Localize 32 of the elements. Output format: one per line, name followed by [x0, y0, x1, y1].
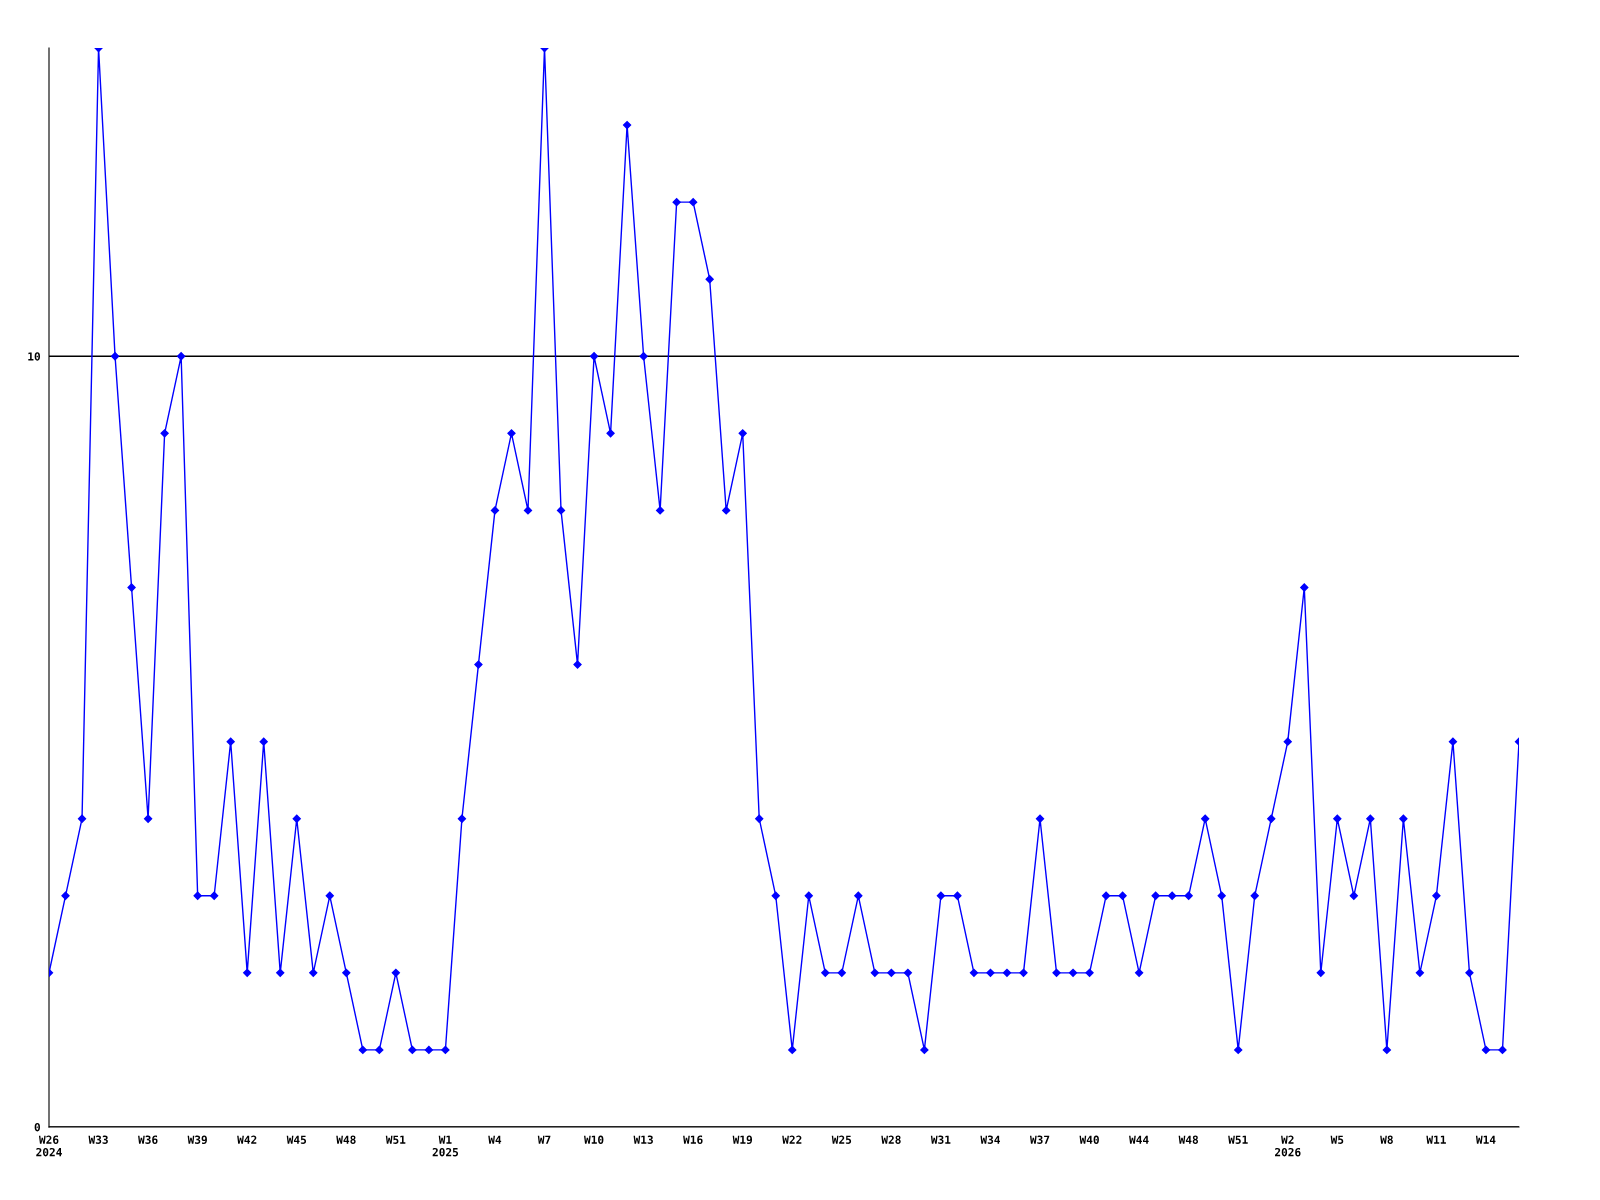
- x-tick-label: W19: [732, 1135, 753, 1144]
- x-tick-label: W42: [237, 1135, 257, 1144]
- x-tick-label: W48: [1178, 1135, 1198, 1144]
- x-tick-label: W51: [385, 1135, 406, 1144]
- x-tick-label: W36: [138, 1135, 158, 1144]
- x-tick-label: W4: [488, 1135, 502, 1144]
- x-tick-label: W2 2026: [1275, 1135, 1301, 1157]
- x-tick-label: W39: [187, 1135, 207, 1144]
- x-tick-label: W33: [88, 1135, 108, 1144]
- x-tick-label: W14: [1475, 1135, 1496, 1144]
- x-tick-label: W7: [537, 1135, 551, 1144]
- y-tick-label: 0: [34, 1122, 40, 1132]
- x-tick-label: W25: [831, 1135, 852, 1144]
- x-tick-label: W40: [1079, 1135, 1099, 1144]
- x-tick-label: W1 2025: [432, 1135, 459, 1157]
- x-tick-label: W22: [782, 1135, 802, 1144]
- x-tick-label: W31: [930, 1135, 951, 1144]
- x-tick-label: W26 2024: [36, 1135, 62, 1157]
- x-tick-label: W48: [336, 1135, 356, 1144]
- x-tick-label: W51: [1228, 1135, 1248, 1144]
- x-tick-label: W28: [881, 1135, 901, 1144]
- x-tick-label: W37: [1029, 1135, 1050, 1144]
- x-tick-label: W11: [1426, 1135, 1446, 1144]
- x-tick-label: W10: [584, 1135, 604, 1144]
- x-tick-label: W5: [1330, 1135, 1344, 1144]
- x-tick-label: W16: [683, 1135, 703, 1144]
- x-tick-label: W8: [1380, 1135, 1393, 1144]
- x-tick-label: W44: [1129, 1135, 1149, 1144]
- y-tick-label: 10: [28, 352, 40, 361]
- x-tick-label: W34: [980, 1135, 1000, 1144]
- x-tick-label: W45: [286, 1135, 307, 1144]
- x-tick-label: W13: [633, 1135, 653, 1144]
